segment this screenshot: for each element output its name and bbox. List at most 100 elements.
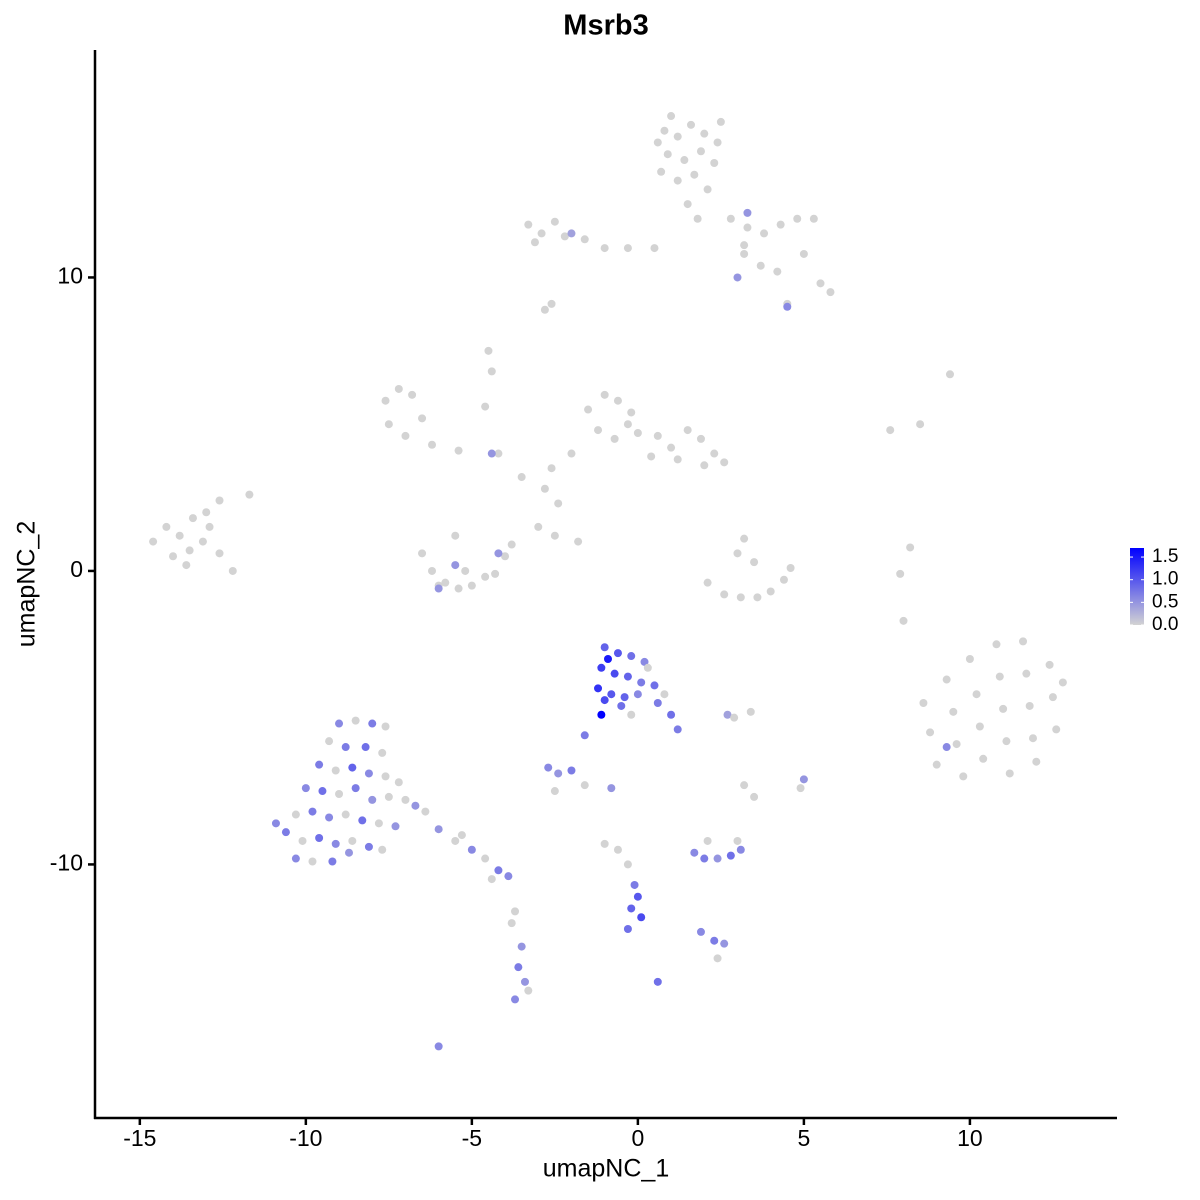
point <box>623 860 632 869</box>
point <box>952 740 961 749</box>
point <box>716 117 725 126</box>
point <box>149 537 158 546</box>
point <box>603 654 612 663</box>
point <box>696 147 705 156</box>
point <box>733 549 742 558</box>
point <box>540 305 549 314</box>
point <box>720 458 729 467</box>
point <box>617 701 626 710</box>
point <box>683 200 692 209</box>
point <box>544 763 553 772</box>
point <box>610 434 619 443</box>
x-tick-label: -15 <box>123 1125 156 1151</box>
point <box>378 845 387 854</box>
point <box>335 789 344 798</box>
point <box>580 731 589 740</box>
point <box>945 370 954 379</box>
point <box>368 795 377 804</box>
point <box>796 784 805 793</box>
point <box>637 678 646 687</box>
point <box>1005 769 1014 778</box>
point <box>630 880 639 889</box>
point <box>507 919 516 928</box>
point <box>623 672 632 681</box>
point <box>826 288 835 297</box>
point <box>693 214 702 223</box>
point <box>298 836 307 845</box>
point <box>520 977 529 986</box>
point <box>554 769 563 778</box>
point <box>381 722 390 731</box>
point <box>454 446 463 455</box>
point <box>341 810 350 819</box>
point <box>245 490 254 499</box>
point <box>932 760 941 769</box>
point <box>710 158 719 167</box>
point <box>653 138 662 147</box>
point <box>773 267 782 276</box>
point <box>756 261 765 270</box>
colorbar-label: 1.5 <box>1152 546 1178 567</box>
point <box>517 473 526 482</box>
point <box>600 839 609 848</box>
point <box>281 828 290 837</box>
colorbar-label: 0.5 <box>1152 591 1178 612</box>
point <box>401 431 410 440</box>
point <box>517 942 526 951</box>
point <box>534 522 543 531</box>
point <box>620 693 629 702</box>
point <box>640 657 649 666</box>
point <box>899 616 908 625</box>
point <box>364 842 373 851</box>
point <box>381 772 390 781</box>
point <box>574 537 583 546</box>
point <box>740 534 749 543</box>
point <box>361 743 370 752</box>
point <box>750 792 759 801</box>
x-tick-label: -10 <box>289 1125 322 1151</box>
point <box>730 713 739 722</box>
point <box>683 426 692 435</box>
point <box>418 549 427 558</box>
colorbar-label: 1.0 <box>1152 569 1178 590</box>
point <box>487 367 496 376</box>
point <box>318 787 327 796</box>
point <box>511 995 520 1004</box>
point <box>550 217 559 226</box>
point <box>428 566 437 575</box>
point <box>687 120 696 129</box>
point <box>746 707 755 716</box>
point <box>690 848 699 857</box>
point <box>175 531 184 540</box>
point <box>514 963 523 972</box>
x-tick-label: -5 <box>462 1125 482 1151</box>
point <box>975 722 984 731</box>
point <box>428 440 437 449</box>
point <box>776 220 785 229</box>
point <box>667 112 676 121</box>
point <box>816 279 825 288</box>
point <box>451 531 460 540</box>
point <box>607 690 616 699</box>
point <box>660 126 669 135</box>
point <box>627 904 636 913</box>
point <box>740 249 749 258</box>
point <box>408 390 417 399</box>
point <box>610 669 619 678</box>
point <box>550 787 559 796</box>
point <box>331 766 340 775</box>
point <box>700 854 709 863</box>
point <box>597 710 606 719</box>
point <box>594 426 603 435</box>
point <box>524 220 533 229</box>
point <box>301 784 310 793</box>
point <box>760 229 769 238</box>
point <box>1002 737 1011 746</box>
point <box>750 558 759 567</box>
point <box>743 208 752 217</box>
point <box>743 223 752 232</box>
point <box>703 836 712 845</box>
point <box>919 699 928 708</box>
point <box>673 176 682 185</box>
point <box>584 405 593 414</box>
